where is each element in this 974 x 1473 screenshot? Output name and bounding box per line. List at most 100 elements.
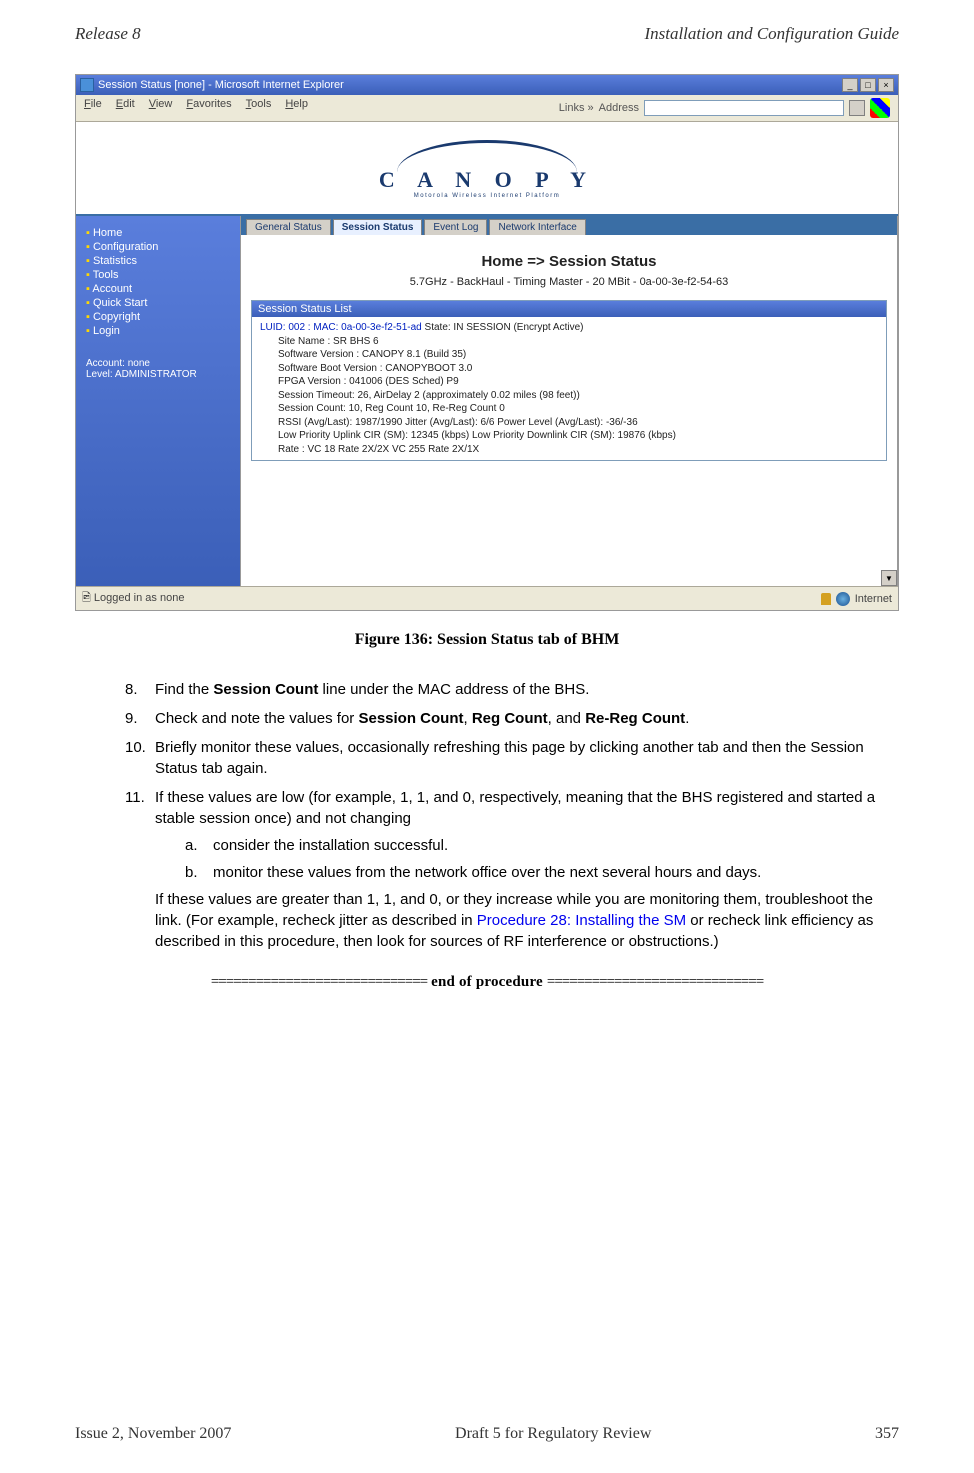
footer-mid: Draft 5 for Regulatory Review <box>455 1425 651 1443</box>
maximize-button[interactable]: □ <box>860 78 876 92</box>
titlebar: Session Status [none] - Microsoft Intern… <box>76 75 898 95</box>
level-label: Level: ADMINISTRATOR <box>86 369 230 380</box>
sidebar-nav: Home Configuration Statistics Tools Acco… <box>86 226 230 338</box>
window-controls: _ □ × <box>842 78 894 92</box>
panel-head: Session Status List <box>252 301 886 317</box>
session-line: RSSI (Avg/Last): 1987/1990 Jitter (Avg/L… <box>278 416 878 430</box>
menu-favorites[interactable]: Favorites <box>186 98 231 118</box>
session-line: Low Priority Uplink CIR (SM): 12345 (kbp… <box>278 429 878 443</box>
sublist: a. consider the installation successful.… <box>155 835 884 883</box>
minimize-button[interactable]: _ <box>842 78 858 92</box>
logo-area: C A N O P Y Motorola Wireless Internet P… <box>76 122 898 216</box>
session-line: Software Boot Version : CANOPYBOOT 3.0 <box>278 362 878 376</box>
step-body: Briefly monitor these values, occasional… <box>155 737 899 779</box>
address-label: Address <box>599 102 639 114</box>
ie-icon <box>80 78 94 92</box>
session-state: State: IN SESSION (Encrypt Active) <box>422 322 584 333</box>
page-header: Release 8 Installation and Configuration… <box>75 24 899 44</box>
account-label: Account: none <box>86 358 230 369</box>
figure-caption: Figure 136: Session Status tab of BHM <box>75 631 899 649</box>
sub-body: monitor these values from the network of… <box>213 862 761 883</box>
followup: If these values are greater than 1, 1, a… <box>155 889 884 952</box>
logo-subtitle: Motorola Wireless Internet Platform <box>379 193 595 199</box>
titlebar-left: Session Status [none] - Microsoft Intern… <box>80 78 344 92</box>
sidebar: Home Configuration Statistics Tools Acco… <box>76 216 241 586</box>
sub-let: b. <box>185 862 213 883</box>
tab-event-log[interactable]: Event Log <box>424 219 487 235</box>
sidebar-item-copyright[interactable]: Copyright <box>86 310 230 324</box>
sidebar-item-tools[interactable]: Tools <box>86 268 230 282</box>
panel-body: LUID: 002 : MAC: 0a-00-3e-f2-51-ad State… <box>252 317 886 460</box>
step-body: If these values are low (for example, 1,… <box>155 787 899 952</box>
go-button[interactable] <box>849 100 865 116</box>
links-label[interactable]: Links » <box>559 102 594 114</box>
sidebar-item-statistics[interactable]: Statistics <box>86 254 230 268</box>
sub-let: a. <box>185 835 213 856</box>
header-right: Installation and Configuration Guide <box>644 24 899 44</box>
session-lines: Site Name : SR BHS 6 Software Version : … <box>260 335 878 457</box>
tab-network-interface[interactable]: Network Interface <box>489 219 585 235</box>
steps-list: 8. Find the Session Count line under the… <box>75 679 899 952</box>
menu-edit[interactable]: Edit <box>116 98 135 118</box>
logo-text: C A N O P Y <box>379 167 595 193</box>
internet-icon <box>836 592 850 606</box>
tab-session-status[interactable]: Session Status <box>333 219 423 235</box>
main-pane: General Status Session Status Event Log … <box>241 216 897 586</box>
menu-items: File Edit View Favorites Tools Help <box>84 98 308 118</box>
step-10: 10. Briefly monitor these values, occasi… <box>125 737 899 779</box>
status-left-text: Logged in as none <box>94 592 185 604</box>
session-line: Session Timeout: 26, AirDelay 2 (approxi… <box>278 389 878 403</box>
sidebar-item-account[interactable]: Account <box>86 282 230 296</box>
footer-right: 357 <box>875 1425 899 1443</box>
address-input[interactable] <box>644 100 844 116</box>
close-button[interactable]: × <box>878 78 894 92</box>
browser-screenshot: Session Status [none] - Microsoft Intern… <box>75 74 899 611</box>
menu-tools[interactable]: Tools <box>246 98 272 118</box>
procedure-link[interactable]: Procedure 28: Installing the SM <box>477 912 686 929</box>
windows-logo-icon <box>870 98 890 118</box>
step-8: 8. Find the Session Count line under the… <box>125 679 899 700</box>
sidebar-item-login[interactable]: Login <box>86 324 230 338</box>
scrollbar-down-icon[interactable]: ▼ <box>881 570 897 586</box>
step-num: 10. <box>125 737 155 779</box>
menu-file[interactable]: File <box>84 98 102 118</box>
lock-icon <box>821 593 831 605</box>
session-line: Site Name : SR BHS 6 <box>278 335 878 349</box>
sidebar-item-configuration[interactable]: Configuration <box>86 240 230 254</box>
luid-link[interactable]: LUID: 002 : MAC: 0a-00-3e-f2-51-ad <box>260 322 422 333</box>
tab-general-status[interactable]: General Status <box>246 219 331 235</box>
footer-left: Issue 2, November 2007 <box>75 1425 231 1443</box>
page-footer: Issue 2, November 2007 Draft 5 for Regul… <box>75 1425 899 1443</box>
window-title: Session Status [none] - Microsoft Intern… <box>98 79 344 91</box>
menu-view[interactable]: View <box>149 98 173 118</box>
step-num: 11. <box>125 787 155 952</box>
session-line: FPGA Version : 041006 (DES Sched) P9 <box>278 375 878 389</box>
content-area: Home Configuration Statistics Tools Acco… <box>76 216 898 586</box>
step-9: 9. Check and note the values for Session… <box>125 708 899 729</box>
step-body: Check and note the values for Session Co… <box>155 708 899 729</box>
header-left: Release 8 <box>75 24 141 44</box>
page-container: Release 8 Installation and Configuration… <box>0 0 974 1473</box>
sidebar-item-quickstart[interactable]: Quick Start <box>86 296 230 310</box>
sidebar-item-home[interactable]: Home <box>86 226 230 240</box>
step-11: 11. If these values are low (for example… <box>125 787 899 952</box>
toolbar-right: Links » Address <box>559 98 890 118</box>
status-right: Internet <box>821 592 892 606</box>
status-right-text: Internet <box>855 593 892 605</box>
sub-a: a. consider the installation successful. <box>185 835 884 856</box>
page-sub: 5.7GHz - BackHaul - Timing Master - 20 M… <box>241 276 897 300</box>
sub-body: consider the installation successful. <box>213 835 448 856</box>
page-title: Home => Session Status <box>241 235 897 276</box>
menu-help[interactable]: Help <box>285 98 308 118</box>
menubar: File Edit View Favorites Tools Help Link… <box>76 95 898 122</box>
step-num: 9. <box>125 708 155 729</box>
sub-b: b. monitor these values from the network… <box>185 862 884 883</box>
session-line: Session Count: 10, Reg Count 10, Re-Reg … <box>278 402 878 416</box>
end-of-procedure: ============================= end of pro… <box>75 974 899 991</box>
session-line: Rate : VC 18 Rate 2X/2X VC 255 Rate 2X/1… <box>278 443 878 457</box>
session-line: Software Version : CANOPY 8.1 (Build 35) <box>278 348 878 362</box>
tabstrip: General Status Session Status Event Log … <box>241 216 897 235</box>
statusbar: 🖻 Logged in as none Internet <box>76 586 898 610</box>
step-body: Find the Session Count line under the MA… <box>155 679 899 700</box>
session-panel: Session Status List LUID: 002 : MAC: 0a-… <box>251 300 887 461</box>
